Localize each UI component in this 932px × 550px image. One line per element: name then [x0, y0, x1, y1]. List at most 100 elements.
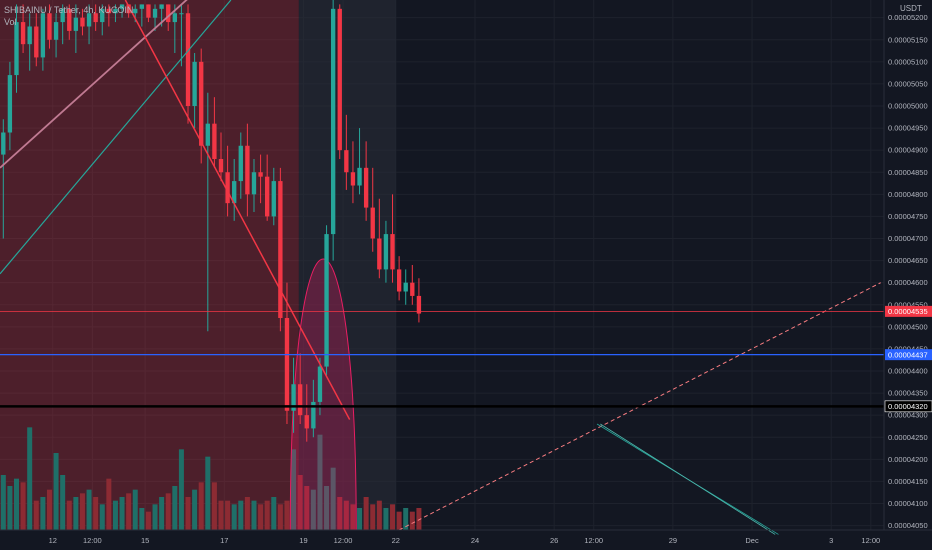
candle-body[interactable] [100, 8, 105, 23]
volume-bar [20, 482, 26, 530]
candle-body[interactable] [185, 13, 191, 106]
volume-bar [403, 508, 409, 530]
candle-body[interactable] [106, 8, 112, 14]
candle-body[interactable] [383, 234, 389, 270]
trend-line[interactable] [398, 282, 881, 531]
candle-body[interactable] [350, 172, 356, 186]
candle-body[interactable] [370, 207, 375, 239]
price-badge-label: 0.00004320 [888, 402, 928, 411]
candle-body[interactable] [133, 8, 138, 14]
candle-body[interactable] [232, 181, 237, 204]
trend-line[interactable] [0, 0, 232, 275]
candle-body[interactable] [80, 17, 85, 27]
candle-body[interactable] [265, 176, 270, 217]
y-tick-label: 0.00004800 [888, 190, 928, 199]
candle-body[interactable] [166, 4, 171, 23]
candle-body[interactable] [212, 123, 217, 159]
candle-body[interactable] [152, 8, 158, 18]
volume-bar [238, 500, 244, 530]
candle-body[interactable] [311, 401, 316, 429]
candle-body[interactable] [377, 238, 382, 270]
volume-bar [363, 497, 369, 530]
candle-body[interactable] [390, 234, 395, 270]
x-tick-label: 17 [220, 536, 228, 545]
candle-body[interactable] [7, 75, 13, 133]
candle-body[interactable] [337, 8, 342, 151]
candle-body[interactable] [146, 4, 151, 18]
candle-body[interactable] [416, 295, 422, 314]
volume-bar [291, 449, 297, 530]
candle-body[interactable] [291, 384, 296, 411]
candle-body[interactable] [218, 159, 224, 173]
y-tick-label: 0.00004750 [888, 212, 928, 221]
candle-body[interactable] [225, 172, 230, 204]
candle-body[interactable] [271, 181, 276, 217]
candle-body[interactable] [119, 4, 125, 9]
candle-body[interactable] [258, 172, 263, 177]
y-tick-label: 0.00005200 [888, 13, 928, 22]
y-tick-label: 0.00004700 [888, 234, 928, 243]
candle-body[interactable] [357, 167, 362, 186]
candle-body[interactable] [403, 282, 408, 292]
candle-body[interactable] [73, 17, 79, 31]
candle-body[interactable] [1, 132, 6, 155]
candle-body[interactable] [126, 4, 131, 14]
candle-body[interactable] [344, 150, 349, 173]
volume-bar [284, 500, 290, 530]
volume-bar [390, 504, 396, 530]
x-tick-label: 12 [49, 536, 57, 545]
candle-body[interactable] [410, 282, 415, 296]
candle-body[interactable] [60, 8, 65, 23]
x-tick-label: 12:00 [861, 536, 880, 545]
candle-body[interactable] [47, 13, 52, 40]
candle-body[interactable] [86, 13, 92, 27]
candle-body[interactable] [14, 22, 19, 76]
candle-body[interactable] [304, 415, 309, 429]
price-badge [884, 400, 932, 413]
y-tick-label: 0.00004600 [888, 278, 928, 287]
x-tick-label: 12:00 [83, 536, 102, 545]
y-tick-label: 0.00004050 [888, 521, 928, 530]
candle-body[interactable] [278, 181, 283, 318]
volume-bar [370, 504, 376, 530]
candle-body[interactable] [297, 384, 303, 416]
candle-body[interactable] [199, 61, 204, 146]
candle-body[interactable] [27, 26, 32, 45]
candle-body[interactable] [159, 4, 164, 9]
trend-line[interactable] [600, 423, 776, 535]
candle-body[interactable] [20, 22, 26, 45]
candle-body[interactable] [113, 8, 118, 14]
y-tick-label: 0.00004500 [888, 322, 928, 331]
volume-label: Vol [4, 17, 17, 27]
volume-bar [99, 504, 105, 530]
candle-body[interactable] [34, 26, 39, 58]
candle-body[interactable] [172, 13, 177, 23]
candle-body[interactable] [317, 366, 323, 402]
volume-bar [119, 497, 125, 530]
trend-line[interactable] [0, 0, 191, 169]
candle-body[interactable] [330, 8, 336, 235]
volume-bar [277, 504, 283, 530]
candle-body[interactable] [53, 22, 59, 40]
candle-body[interactable] [139, 4, 145, 9]
candle-body[interactable] [40, 13, 46, 58]
candle-body[interactable] [67, 8, 72, 31]
candle-body[interactable] [205, 123, 210, 146]
candle-body[interactable] [363, 167, 369, 208]
candle-body[interactable] [238, 145, 243, 182]
candle-body[interactable] [251, 172, 257, 195]
volume-bar [159, 497, 165, 530]
candle-body[interactable] [93, 13, 98, 23]
trend-line[interactable] [124, 0, 351, 420]
candle-body[interactable] [396, 269, 402, 292]
candle-body[interactable] [179, 13, 184, 15]
candle-body[interactable] [245, 145, 250, 195]
volume-bar [225, 500, 231, 530]
candle-body[interactable] [284, 318, 290, 411]
volume-bar [0, 475, 6, 530]
candle-body[interactable] [192, 61, 197, 106]
x-tick-label: 15 [141, 536, 149, 545]
candle-body[interactable] [324, 234, 329, 367]
